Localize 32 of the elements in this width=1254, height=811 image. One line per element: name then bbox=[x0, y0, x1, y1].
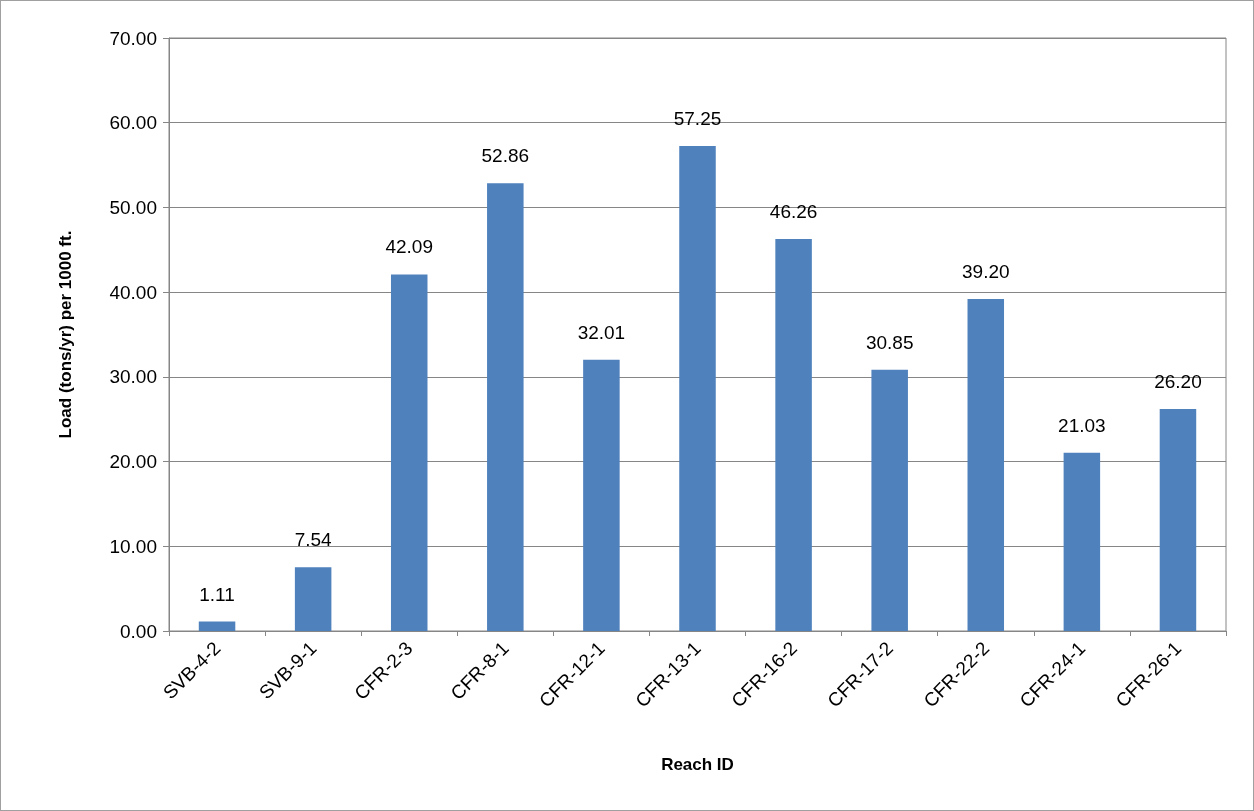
bar bbox=[679, 146, 716, 631]
y-tick-label: 30.00 bbox=[109, 366, 157, 388]
bar bbox=[871, 369, 908, 631]
data-label: 42.09 bbox=[385, 236, 433, 258]
bar bbox=[775, 239, 812, 631]
y-tick-label: 20.00 bbox=[109, 451, 157, 473]
x-axis-title: Reach ID bbox=[661, 755, 734, 774]
bar bbox=[390, 274, 428, 631]
y-tick-label: 50.00 bbox=[109, 196, 157, 218]
data-label: 32.01 bbox=[577, 321, 626, 343]
data-label: 21.03 bbox=[1058, 414, 1106, 436]
data-label: 1.11 bbox=[199, 583, 235, 605]
bar bbox=[294, 567, 332, 631]
y-tick-label: 0.00 bbox=[120, 620, 157, 642]
bar bbox=[1159, 409, 1197, 631]
data-label: 7.54 bbox=[294, 529, 333, 551]
bar bbox=[198, 621, 236, 631]
data-label: 39.20 bbox=[962, 260, 1010, 282]
y-tick-label: 40.00 bbox=[109, 281, 157, 303]
data-label: 57.25 bbox=[673, 108, 722, 130]
data-label: 26.20 bbox=[1154, 371, 1202, 393]
data-label: 52.86 bbox=[481, 145, 530, 167]
y-tick-label: 70.00 bbox=[109, 27, 157, 49]
data-label: 30.85 bbox=[865, 331, 914, 353]
bar bbox=[487, 183, 524, 631]
bar bbox=[1063, 452, 1101, 631]
bar bbox=[967, 298, 1005, 631]
bar bbox=[583, 359, 620, 631]
y-tick-label: 60.00 bbox=[109, 112, 157, 134]
data-label: 46.26 bbox=[769, 201, 818, 223]
y-axis-title: Load (tons/yr) per 1000 ft. bbox=[56, 230, 75, 439]
y-tick-label: 10.00 bbox=[109, 535, 157, 557]
